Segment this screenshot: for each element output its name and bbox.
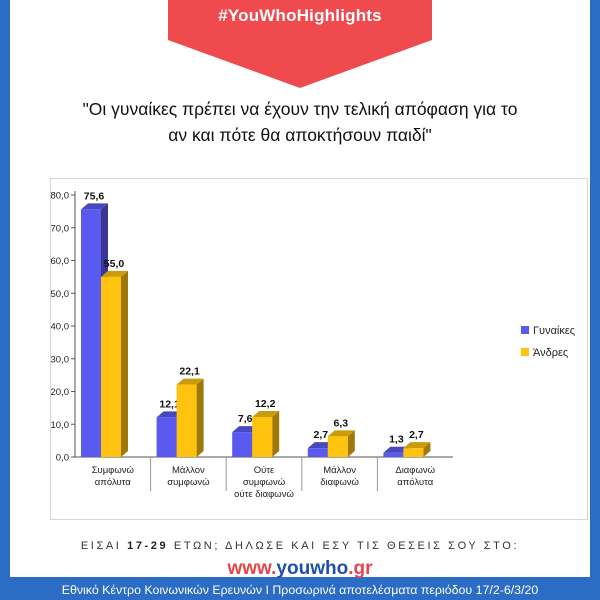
- banner-shape: [168, 0, 432, 88]
- bar-side: [196, 378, 204, 457]
- x-tick-label: Μάλλον: [323, 465, 356, 476]
- bar-top: [81, 203, 108, 210]
- data-label: 6,3: [333, 417, 348, 429]
- x-tick-label: Ούτε: [254, 465, 275, 476]
- bar-top: [101, 270, 128, 277]
- y-tick-label: 20,0: [51, 387, 69, 398]
- bar: [156, 417, 177, 457]
- chart-question-title: "Οι γυναίκες πρέπει να έχουν την τελική …: [40, 96, 560, 148]
- legend-label: Γυναίκες: [533, 325, 575, 337]
- website-link[interactable]: www.youwho.gr: [0, 558, 600, 580]
- data-label: 1,3: [389, 434, 404, 446]
- bar-top: [176, 378, 204, 385]
- bar-top: [403, 442, 431, 449]
- title-line-1: "Οι γυναίκες πρέπει να έχουν την τελική …: [82, 99, 518, 119]
- y-tick-label: 10,0: [51, 420, 69, 431]
- title-line-2: αν και πότε θα αποκτήσουν παιδί": [168, 125, 432, 145]
- x-tick-label: απόλυτα: [95, 477, 131, 488]
- bar: [327, 436, 348, 457]
- x-tick-label: ούτε διαφωνώ: [234, 489, 294, 500]
- bar-top: [327, 430, 355, 437]
- data-label: 2,7: [409, 429, 424, 441]
- y-tick-label: 80,0: [51, 191, 69, 202]
- source-footer: Εθνικό Κέντρο Κοινωνικών Ερευνών Ι Προσω…: [61, 583, 539, 597]
- chart-panel: 0,0 10,0 20,0 30,0 40,0 50,0 60,0 70,0 80,0 75,6 5…: [50, 178, 588, 520]
- data-label: 12,1: [159, 398, 180, 410]
- x-tick-label: συμφωνώ: [167, 477, 210, 488]
- bar-side: [121, 270, 128, 457]
- hashtag-text: #YouWhoHighlights: [218, 6, 382, 25]
- y-tick-label: 50,0: [51, 289, 69, 300]
- legend-swatch: [521, 326, 529, 334]
- bar-chart: 0,0 10,0 20,0 30,0 40,0 50,0 60,0 70,0 80,0 75,6 5…: [51, 190, 575, 500]
- bar: [81, 209, 101, 457]
- data-label: 55,0: [104, 258, 125, 270]
- hashtag-banner: #YouWhoHighlights: [168, 0, 432, 88]
- site-name: youwho: [276, 558, 349, 579]
- x-tick-label: διαφωνώ: [320, 477, 359, 488]
- bar: [383, 452, 404, 457]
- x-tick-label: συμφωνώ: [243, 477, 286, 488]
- y-tick-label: 30,0: [51, 354, 69, 365]
- y-tick-label: 40,0: [51, 322, 69, 333]
- cta-suffix: ΕΤΩΝ; ΔΗΛΩΣΕ ΚΑΙ ΕΣΥ ΤΙΣ ΘΕΣΕΙΣ ΣΟΥ ΣΤΟ:: [168, 540, 520, 552]
- site-prefix: www.: [227, 558, 277, 579]
- bar-side: [423, 442, 431, 457]
- x-tick-label: Συμφωνώ: [92, 465, 135, 476]
- cta-prefix: ΕΙΣΑΙ: [80, 540, 128, 552]
- call-to-action: ΕΙΣΑΙ 17-29 ΕΤΩΝ; ΔΗΛΩΣΕ ΚΑΙ ΕΣΥ ΤΙΣ ΘΕΣ…: [0, 540, 600, 552]
- bar: [307, 448, 328, 457]
- legend-swatch: [521, 348, 529, 356]
- data-label: 2,7: [313, 429, 328, 441]
- data-label: 75,6: [84, 190, 105, 202]
- y-tick-label: 70,0: [51, 223, 69, 234]
- bar: [403, 448, 424, 457]
- x-tick-label: Μάλλον: [172, 465, 205, 476]
- bar: [176, 384, 197, 457]
- cta-age: 17-29: [127, 540, 169, 552]
- data-label: 22,1: [179, 366, 200, 378]
- x-tick-label: απόλυτα: [397, 477, 433, 488]
- bar-top: [252, 411, 280, 418]
- bar: [101, 276, 121, 457]
- y-tick-label: 60,0: [51, 256, 69, 267]
- bar: [252, 417, 273, 457]
- y-tick-label: 0,0: [56, 453, 69, 464]
- data-label: 12,2: [255, 398, 276, 410]
- site-suffix: .gr: [348, 558, 373, 579]
- bar-side: [347, 430, 355, 457]
- bar: [232, 432, 253, 457]
- x-tick-label: Διαφωνώ: [395, 465, 435, 476]
- legend-label: Άνδρες: [533, 347, 568, 359]
- data-label: 7,6: [238, 413, 253, 425]
- bar-side: [272, 411, 280, 457]
